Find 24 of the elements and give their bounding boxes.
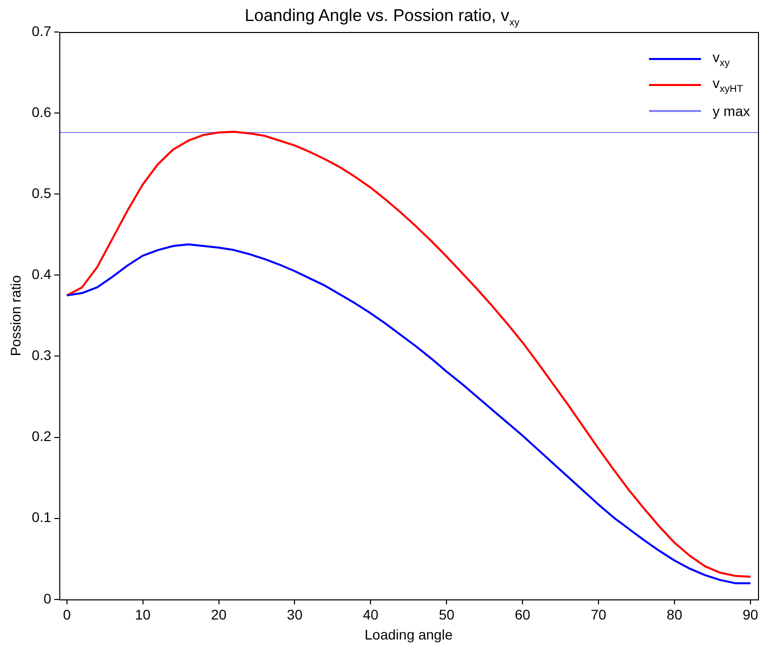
- y-axis-title: Possion ratio: [7, 275, 24, 356]
- x-tick-label: 40: [362, 606, 379, 623]
- y-tick-label: 0.6: [32, 104, 52, 120]
- x-tick-label: 70: [590, 606, 607, 623]
- x-axis-title: Loading angle: [364, 626, 453, 642]
- x-tick-label: 50: [438, 606, 455, 623]
- x-tick-label: 90: [742, 606, 758, 623]
- y-tick-label: 0.7: [32, 22, 52, 39]
- legend-label: y max: [712, 103, 750, 119]
- legend-label: v$_{xyHT}$: [712, 75, 743, 95]
- legend-label: v$_{xy}$: [712, 49, 730, 69]
- y-tick-label: 0.4: [32, 266, 52, 282]
- y-tick-label: 0.1: [32, 509, 52, 526]
- y-tick-label: 0.2: [32, 428, 52, 444]
- x-tick-label: 0: [62, 606, 71, 623]
- x-tick-label: 30: [286, 606, 303, 623]
- x-tick-label: 10: [135, 606, 151, 623]
- x-tick-label: 20: [210, 606, 227, 623]
- y-tick-label: 0: [43, 590, 52, 606]
- y-tick-label: 0.3: [32, 347, 52, 364]
- chart-title: Loanding Angle vs. Possion ratio, v$_{xy}$: [244, 6, 520, 28]
- y-tick-label: 0.5: [32, 184, 52, 201]
- x-tick-label: 60: [514, 606, 531, 623]
- x-tick-label: 80: [666, 606, 682, 623]
